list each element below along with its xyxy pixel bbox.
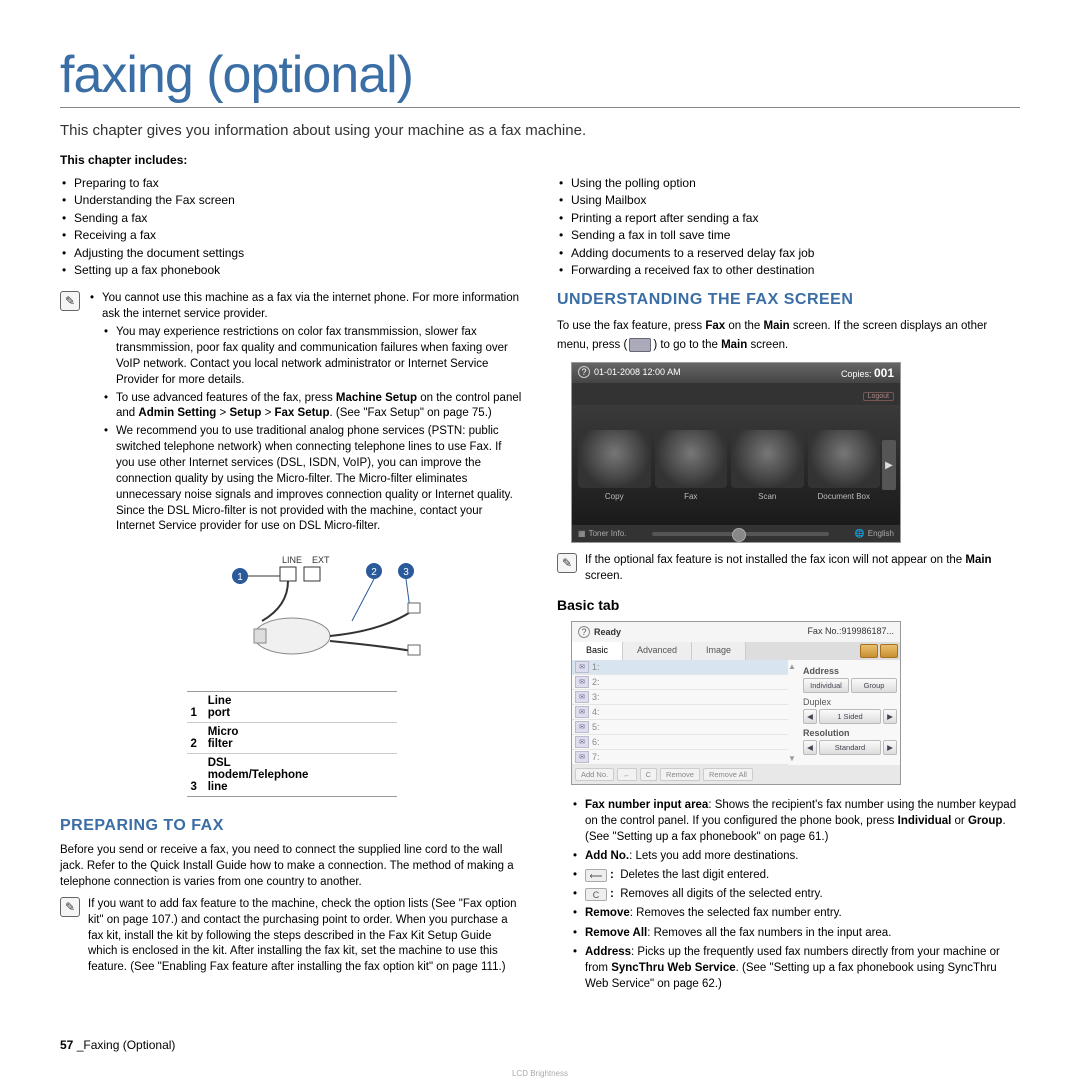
group-button[interactable]: Group: [851, 678, 897, 693]
content-columns: Preparing to fax Understanding the Fax s…: [60, 175, 1020, 995]
prev-icon[interactable]: ◀: [803, 740, 817, 755]
toc-right: Using the polling option Using Mailbox P…: [557, 175, 1020, 279]
ss-footer: ▦ Toner Info. LCD Brightness 🌐 English: [572, 525, 900, 542]
feature-item: ⟵: Deletes the last digit entered.: [585, 867, 1020, 883]
note-body: You cannot use this machine as a fax via…: [88, 291, 523, 537]
note-body: If you want to add fax feature to the ma…: [88, 897, 523, 976]
note-icon: ✎: [557, 553, 577, 573]
next-icon[interactable]: ▶: [883, 709, 897, 724]
diagram-ext-label: EXT: [312, 555, 330, 565]
home-icon: [629, 338, 651, 352]
fax-number-list: ✉1: ✉2: ✉3: ✉4: ✉5: ✉6: ✉7:: [572, 660, 788, 765]
toner-info[interactable]: ▦ Toner Info.: [578, 529, 626, 538]
ss2-sidebar: Address Individual Group Duplex ◀ 1 Side…: [800, 660, 900, 765]
right-column: Using the polling option Using Mailbox P…: [557, 175, 1020, 995]
legend-row: 2 Micro filter: [187, 722, 397, 753]
title-rule: [60, 107, 1020, 108]
legend-row: 3 DSL modem/Telephone line: [187, 753, 397, 796]
feature-item: Add No.: Lets you add more destinations.: [585, 848, 1020, 864]
svg-text:2: 2: [371, 567, 377, 578]
ss-body: Copy Fax Scan Document Box ▶: [572, 405, 900, 525]
chapter-intro: This chapter gives you information about…: [60, 122, 1020, 139]
tile-copy[interactable]: Copy: [578, 430, 651, 501]
addno-button[interactable]: Add No.: [575, 768, 614, 781]
note-subitem: To use advanced features of the fax, pre…: [116, 391, 523, 423]
prev-icon[interactable]: ◀: [803, 709, 817, 724]
toc-item: Printing a report after sending a fax: [571, 210, 1020, 227]
legend-row: 1 Line port: [187, 692, 397, 722]
tab-image[interactable]: Image: [692, 642, 746, 660]
micro-filter-diagram: LINE EXT 1 2 3: [152, 551, 432, 681]
understand-intro: To use the fax feature, press Fax on the…: [557, 317, 1020, 354]
feature-list: Fax number input area: Shows the recipie…: [557, 797, 1020, 992]
toc-item: Setting up a fax phonebook: [74, 262, 523, 279]
logout-button[interactable]: Logout: [863, 392, 894, 401]
toc-item: Preparing to fax: [74, 175, 523, 192]
clear-icon: C: [585, 888, 607, 901]
tile-documentbox[interactable]: Document Box: [808, 430, 881, 501]
feature-item: Address: Picks up the frequently used fa…: [585, 944, 1020, 992]
tab-basic[interactable]: Basic: [572, 642, 623, 660]
left-note: ✎ You cannot use this machine as a fax v…: [60, 291, 523, 537]
tool-icon[interactable]: [860, 644, 878, 658]
toc-item: Receiving a fax: [74, 227, 523, 244]
toc-item: Using the polling option: [571, 175, 1020, 192]
note-icon: ✎: [60, 897, 80, 917]
basic-tab-heading: Basic tab: [557, 597, 1020, 613]
note-item: You cannot use this machine as a fax via…: [102, 291, 523, 323]
svg-text:1: 1: [237, 572, 243, 583]
left-column: Preparing to fax Understanding the Fax s…: [60, 175, 523, 995]
toc-item: Sending a fax: [74, 210, 523, 227]
page-footer: 57 _Faxing (Optional): [60, 1038, 175, 1052]
clear-button[interactable]: C: [640, 768, 657, 781]
note-icon: ✎: [60, 291, 80, 311]
feature-item: Remove All: Removes all the fax numbers …: [585, 925, 1020, 941]
tile-fax[interactable]: Fax: [655, 430, 728, 501]
duplex-value: 1 Sided: [819, 709, 881, 724]
toc-item: Using Mailbox: [571, 192, 1020, 209]
note-subitem: You may experience restrictions on color…: [116, 325, 523, 388]
note-body: If the optional fax feature is not insta…: [585, 553, 1020, 585]
backspace-icon: ⟵: [585, 869, 607, 882]
ss2-bottom: Add No. ← C Remove Remove All: [572, 765, 900, 784]
svg-text:3: 3: [403, 567, 409, 578]
ss2-header: ?Ready Fax No.:919986187...: [572, 622, 900, 642]
basic-tab-screenshot: ?Ready Fax No.:919986187... Basic Advanc…: [571, 621, 901, 785]
individual-button[interactable]: Individual: [803, 678, 849, 693]
feature-item: C: Removes all digits of the selected en…: [585, 886, 1020, 902]
next-arrow-icon[interactable]: ▶: [882, 440, 896, 490]
toc-item: Understanding the Fax screen: [74, 192, 523, 209]
remove-button[interactable]: Remove: [660, 768, 700, 781]
note-subitem: We recommend you to use traditional anal…: [116, 424, 523, 535]
section-preparing: PREPARING TO FAX: [60, 817, 523, 835]
toc-item: Adjusting the document settings: [74, 245, 523, 262]
removeall-button[interactable]: Remove All: [703, 768, 753, 781]
next-icon[interactable]: ▶: [883, 740, 897, 755]
language-button[interactable]: 🌐 English: [855, 529, 894, 538]
toc-item: Adding documents to a reserved delay fax…: [571, 245, 1020, 262]
feature-item: Remove: Removes the selected fax number …: [585, 905, 1020, 921]
page-title: faxing (optional): [60, 45, 1020, 105]
fax-icon-note: ✎ If the optional fax feature is not ins…: [557, 553, 1020, 585]
diagram-line-label: LINE: [282, 555, 302, 565]
backspace-button[interactable]: ←: [617, 768, 637, 781]
tab-advanced[interactable]: Advanced: [623, 642, 692, 660]
prepare-body: Before you send or receive a fax, you ne…: [60, 843, 523, 891]
resolution-value: Standard: [819, 740, 881, 755]
prepare-note: ✎ If you want to add fax feature to the …: [60, 897, 523, 976]
main-screen-screenshot: ?01-01-2008 12:00 AM Copies: 001 Logout …: [571, 362, 901, 543]
toc-item: Sending a fax in toll save time: [571, 227, 1020, 244]
feature-item: Fax number input area: Shows the recipie…: [585, 797, 1020, 845]
ss-header: ?01-01-2008 12:00 AM Copies: 001: [572, 363, 900, 383]
ss2-tabs: Basic Advanced Image: [572, 642, 900, 660]
diagram-legend: 1 Line port 2 Micro filter 3 DSL modem/T…: [187, 691, 397, 797]
section-understanding: UNDERSTANDING THE FAX SCREEN: [557, 291, 1020, 309]
brightness-slider[interactable]: [652, 532, 828, 536]
toc-left: Preparing to fax Understanding the Fax s…: [60, 175, 523, 279]
tile-scan[interactable]: Scan: [731, 430, 804, 501]
tool-icon[interactable]: [880, 644, 898, 658]
toc-item: Forwarding a received fax to other desti…: [571, 262, 1020, 279]
includes-label: This chapter includes:: [60, 153, 1020, 167]
